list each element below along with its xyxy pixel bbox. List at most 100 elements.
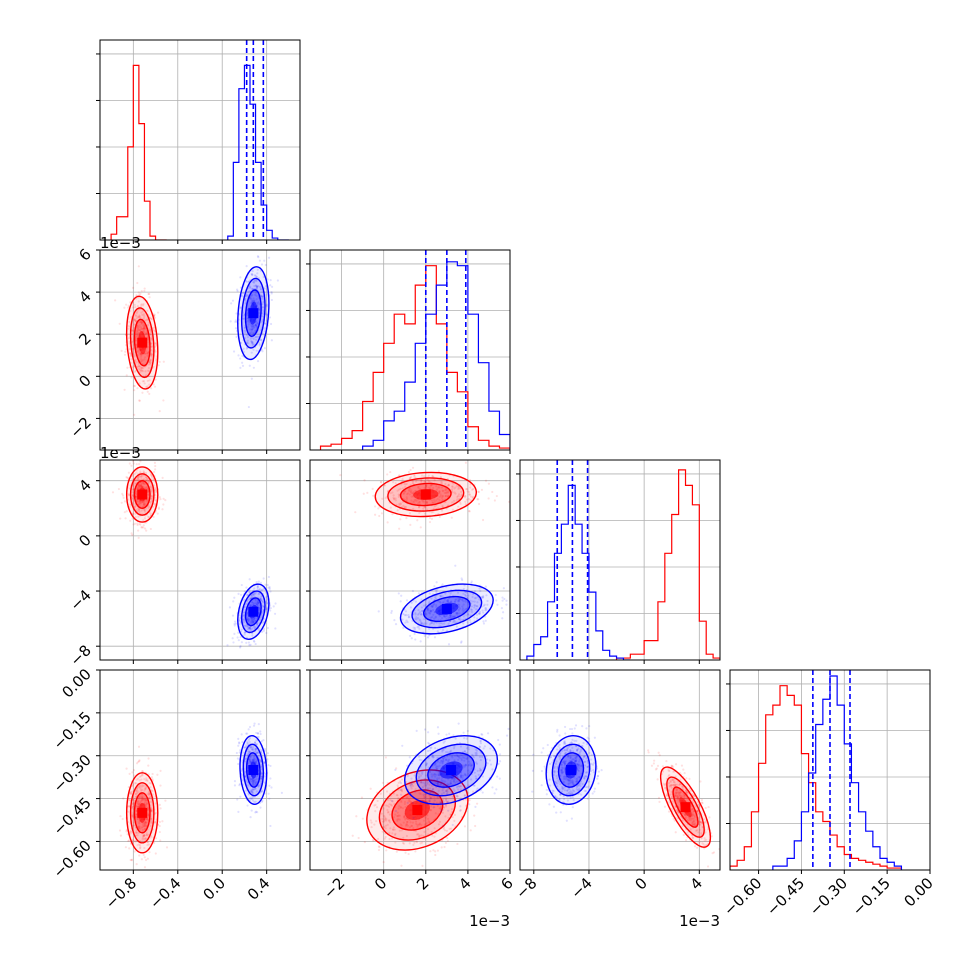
- scatter-point-red: [139, 355, 143, 358]
- scatter-point-blue: [446, 599, 449, 602]
- scatter-point-blue: [461, 609, 464, 612]
- scatter-point-blue: [498, 777, 501, 780]
- scatter-point-red: [403, 485, 407, 489]
- scatter-point-blue: [473, 590, 477, 593]
- scatter-point-red: [137, 316, 140, 319]
- scatter-point-red: [138, 785, 142, 788]
- scatter-point-blue: [248, 725, 252, 729]
- scatter-point-blue: [470, 580, 473, 583]
- scatter-point-blue: [442, 614, 446, 618]
- scatter-point-red: [125, 830, 128, 833]
- scatter-point-blue: [486, 603, 489, 606]
- scatter-point-red: [139, 484, 142, 487]
- scatter-point-red: [137, 803, 140, 806]
- scatter-point-red: [158, 820, 161, 824]
- scatter-point-blue: [475, 617, 479, 620]
- scatter-point-red: [128, 805, 131, 808]
- scatter-point-blue: [415, 616, 418, 619]
- scatter-point-blue: [257, 785, 260, 788]
- scatter-point-red: [696, 846, 699, 849]
- panel-content: [526, 460, 720, 660]
- scatter-point-blue: [255, 287, 258, 290]
- scatter-point-red: [143, 834, 146, 837]
- scatter-point-red: [138, 351, 141, 354]
- scatter-point-red: [138, 779, 141, 782]
- scatter-point-red: [152, 365, 155, 368]
- scatter-point-blue: [264, 583, 267, 586]
- scatter-point-blue: [240, 733, 243, 736]
- scatter-point-blue: [252, 757, 255, 760]
- scatter-point-red: [149, 512, 152, 515]
- scatter-point-red: [133, 850, 136, 853]
- scatter-point-blue: [420, 606, 423, 609]
- scatter-point-red: [136, 310, 139, 313]
- scatter-point-red: [137, 529, 140, 532]
- scatter-point-red: [140, 778, 143, 781]
- scatter-point-red: [146, 499, 149, 502]
- scatter-point-blue: [252, 337, 255, 341]
- scatter-point-blue: [439, 595, 443, 598]
- scatter-point-blue: [407, 613, 410, 617]
- scatter-point-red: [150, 345, 153, 348]
- scatter-point-red: [460, 493, 464, 496]
- scatter-point-blue: [245, 265, 248, 268]
- scatter-point-blue: [261, 306, 264, 309]
- scatter-point-red: [409, 490, 412, 493]
- scatter-point-blue: [427, 611, 430, 614]
- scatter-point-blue: [452, 620, 455, 624]
- scatter-point-blue: [240, 583, 243, 587]
- scatter-point-blue: [254, 284, 258, 287]
- scatter-point-blue: [449, 592, 452, 595]
- scatter-point-red: [120, 349, 123, 352]
- panel-3-1: −2 0 2 4 61e−3: [306, 669, 517, 930]
- scatter-point-red: [149, 782, 153, 785]
- scatter-point-red: [138, 844, 142, 847]
- density-peak-red: [137, 337, 148, 348]
- scatter-point-blue: [243, 631, 247, 634]
- scatter-point-red: [140, 353, 143, 357]
- scatter-point-red: [140, 304, 143, 307]
- scatter-point-red: [438, 490, 441, 493]
- scatter-point-red: [146, 352, 149, 355]
- scatter-point-red: [154, 487, 157, 490]
- scatter-point-red: [118, 322, 121, 325]
- density-peak-blue: [446, 765, 457, 775]
- scatter-point-red: [143, 382, 146, 385]
- scatter-point-blue: [478, 610, 481, 613]
- scatter-point-red: [137, 827, 141, 830]
- scatter-point-red: [140, 358, 143, 361]
- scatter-point-red: [140, 500, 144, 504]
- scatter-point-red: [141, 796, 144, 799]
- scatter-point-red: [144, 787, 147, 791]
- scatter-point-red: [142, 798, 145, 801]
- scatter-point-red: [150, 318, 153, 321]
- scatter-point-red: [467, 498, 471, 501]
- scatter-point-red: [451, 485, 454, 489]
- scatter-point-red: [153, 330, 156, 333]
- scatter-point-blue: [247, 793, 251, 796]
- scatter-point-red: [445, 487, 448, 491]
- scatter-point-blue: [424, 612, 427, 615]
- scatter-point-red: [137, 536, 140, 539]
- scatter-point-red: [144, 471, 148, 475]
- scatter-point-blue: [470, 608, 473, 611]
- scatter-point-blue: [231, 637, 234, 640]
- scatter-point-red: [133, 413, 136, 416]
- scatter-point-red: [468, 478, 472, 482]
- scatter-point-red: [135, 499, 138, 502]
- scatter-point-red: [476, 498, 479, 501]
- scatter-point-red: [150, 342, 153, 345]
- scatter-point-blue: [265, 313, 268, 316]
- scatter-point-blue: [259, 338, 262, 341]
- scatter-point-red: [132, 821, 136, 824]
- scatter-point-red: [464, 503, 467, 506]
- scatter-point-blue: [255, 810, 258, 813]
- scatter-point-red: [138, 365, 141, 368]
- x-tick-label: 0.4: [244, 874, 274, 904]
- scatter-point-red: [145, 802, 149, 805]
- scatter-point-red: [430, 483, 433, 486]
- scatter-point-red: [125, 767, 128, 770]
- scatter-point-red: [453, 487, 456, 490]
- scatter-point-red: [137, 300, 140, 303]
- panel-frame: [309, 459, 511, 661]
